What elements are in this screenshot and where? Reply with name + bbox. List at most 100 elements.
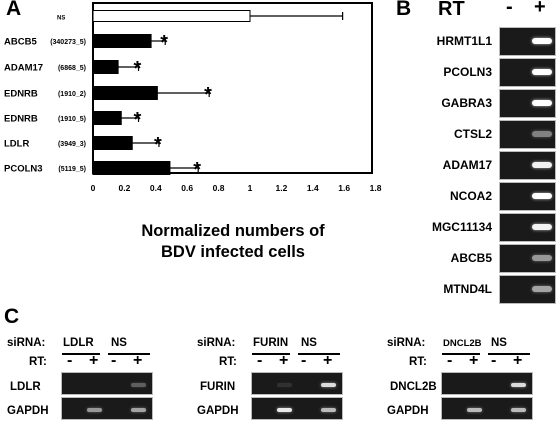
sirna-target-0: LDLR [63, 337, 94, 349]
gapdh-band-0-3 [131, 408, 146, 412]
gel-image-8 [499, 275, 556, 304]
rt-sign-2-2: - [491, 352, 497, 369]
gapdh-band-1-1 [277, 408, 292, 412]
gel-band-plus-0 [532, 38, 552, 44]
chart-xtick-1: 0.2 [118, 183, 130, 193]
rt-sign-1-3: + [323, 352, 333, 369]
gel-row-label-0: HRMT1L1 [436, 34, 492, 48]
rt-label-0: RT: [29, 356, 47, 368]
gene-band-1-1 [277, 383, 292, 387]
chart-significance-6: * [193, 159, 201, 181]
chart-bar-5 [92, 136, 133, 150]
chart-bar-0 [92, 10, 251, 22]
chart-xtick-0: 0 [91, 183, 96, 193]
chart-row-gene-label-2: ADAM17 [4, 63, 43, 74]
chart-row-code-label-6: (5119_5) [58, 166, 86, 173]
sirna-ns-2: NS [491, 337, 507, 349]
gel-image-0 [499, 27, 556, 56]
rt-sign-1-0: - [257, 352, 263, 369]
chart-row-gene-label-3: EDNRB [4, 89, 38, 100]
rt-sign-0-0: - [67, 352, 73, 369]
gapdh-gel-1 [251, 397, 343, 420]
panel-b-minus: - [506, 0, 513, 18]
gel-band-plus-8 [532, 286, 552, 292]
gapdh-band-1-3 [321, 408, 336, 412]
gapdh-row-label-0: GAPDH [7, 405, 49, 417]
gel-band-plus-6 [532, 224, 552, 230]
gapdh-row-label-1: GAPDH [197, 405, 239, 417]
gel-band-plus-3 [532, 131, 552, 137]
gel-band-plus-1 [532, 69, 552, 75]
panel-b-rt-label: RT [438, 0, 465, 20]
gene-band-1-3 [321, 383, 336, 387]
gel-row-label-6: MGC11134 [431, 220, 492, 234]
gapdh-gel-2 [441, 397, 533, 420]
chart-xticks-group: 0 0.2 0.4 0.6 0.8 1 1.2 1.4 1.6 1.8 [91, 183, 382, 193]
chart-xlabel-line2: BDV infected cells [161, 243, 305, 261]
sirna-ns-underline-1 [298, 353, 340, 355]
panel-a-chart: NS * ABCB5 (340273_5) * ADAM17 (6868_5) * EDNRB (… [4, 2, 382, 261]
panel-b-letter: B [396, 0, 412, 20]
rt-sign-2-3: + [513, 352, 523, 369]
panel-a-letter: A [6, 0, 22, 20]
gel-image-6 [499, 213, 556, 242]
gel-row-label-3: CTSL2 [453, 127, 492, 141]
chart-bar-1 [92, 34, 152, 48]
gel-row-label-1: PCOLN3 [443, 65, 492, 79]
gene-gel-0 [61, 372, 153, 395]
gapdh-row-label-2: GAPDH [387, 405, 429, 417]
gel-image-4 [499, 151, 556, 180]
panel-c-letter: C [4, 305, 20, 328]
chart-row-gene-label-5: LDLR [4, 139, 29, 150]
rt-sign-0-2: - [111, 352, 117, 369]
sirna-ns-0: NS [111, 337, 127, 349]
rt-sign-0-1: + [89, 352, 99, 369]
gel-row-label-5: NCOA2 [449, 189, 492, 203]
chart-row-code-label-5: (3949_3) [58, 141, 86, 148]
gene-gel-1 [251, 372, 343, 395]
chart-row-gene-label-4: EDNRB [4, 114, 38, 125]
gel-row-label-7: ABCB5 [450, 251, 492, 265]
sirna-target-underline-2 [442, 353, 480, 355]
sirna-ns-underline-0 [108, 353, 150, 355]
chart-xtick-4: 0.8 [213, 183, 225, 193]
gene-row-label-0: LDLR [10, 381, 41, 393]
gene-row-label-2: DNCL2B [390, 381, 437, 393]
sirna-target-2: DNCL2B [443, 338, 482, 349]
chart-xtick-9: 1.8 [370, 183, 382, 193]
chart-row-code-label-1: (340273_5) [50, 39, 86, 46]
chart-bar-2 [92, 60, 119, 74]
chart-bar-3 [92, 86, 158, 100]
rt-label-2: RT: [409, 356, 427, 368]
chart-row-gene-label-0: NS [57, 16, 65, 22]
chart-significance-2: * [134, 58, 142, 80]
gel-image-7 [499, 244, 556, 273]
gene-band-0-3 [131, 383, 146, 387]
chart-xtick-2: 0.4 [150, 183, 162, 193]
sirna-ns-underline-2 [488, 353, 530, 355]
chart-row-gene-label-1: ABCB5 [4, 37, 37, 48]
chart-row-gene-label-6: PCOLN3 [4, 164, 43, 175]
chart-row-code-label-2: (6868_5) [58, 65, 86, 72]
chart-xtick-8: 1.6 [338, 183, 350, 193]
chart-significance-4: * [134, 109, 142, 131]
sirna-target-underline-0 [62, 353, 100, 355]
chart-row-code-label-3: (1910_2) [58, 91, 86, 98]
sirna-label-2: siRNA: [387, 337, 426, 349]
sirna-target-underline-1 [252, 353, 290, 355]
gapdh-band-0-1 [87, 408, 102, 412]
chart-xlabel-line1: Normalized numbers of [141, 222, 325, 240]
chart-row-code-label-4: (1910_5) [58, 116, 86, 123]
gel-image-2 [499, 89, 556, 118]
gel-band-plus-4 [532, 162, 552, 168]
gel-row-label-8: MTND4L [443, 282, 492, 296]
gapdh-band-2-3 [511, 408, 526, 412]
chart-significance-1: * [160, 32, 168, 54]
chart-bar-6 [92, 161, 171, 175]
sirna-ns-1: NS [301, 337, 317, 349]
sirna-target-1: FURIN [253, 337, 289, 349]
gene-row-label-1: FURIN [200, 381, 236, 393]
chart-bar-4 [92, 111, 122, 125]
chart-xtick-6: 1.2 [275, 183, 287, 193]
gel-band-plus-7 [532, 255, 552, 261]
